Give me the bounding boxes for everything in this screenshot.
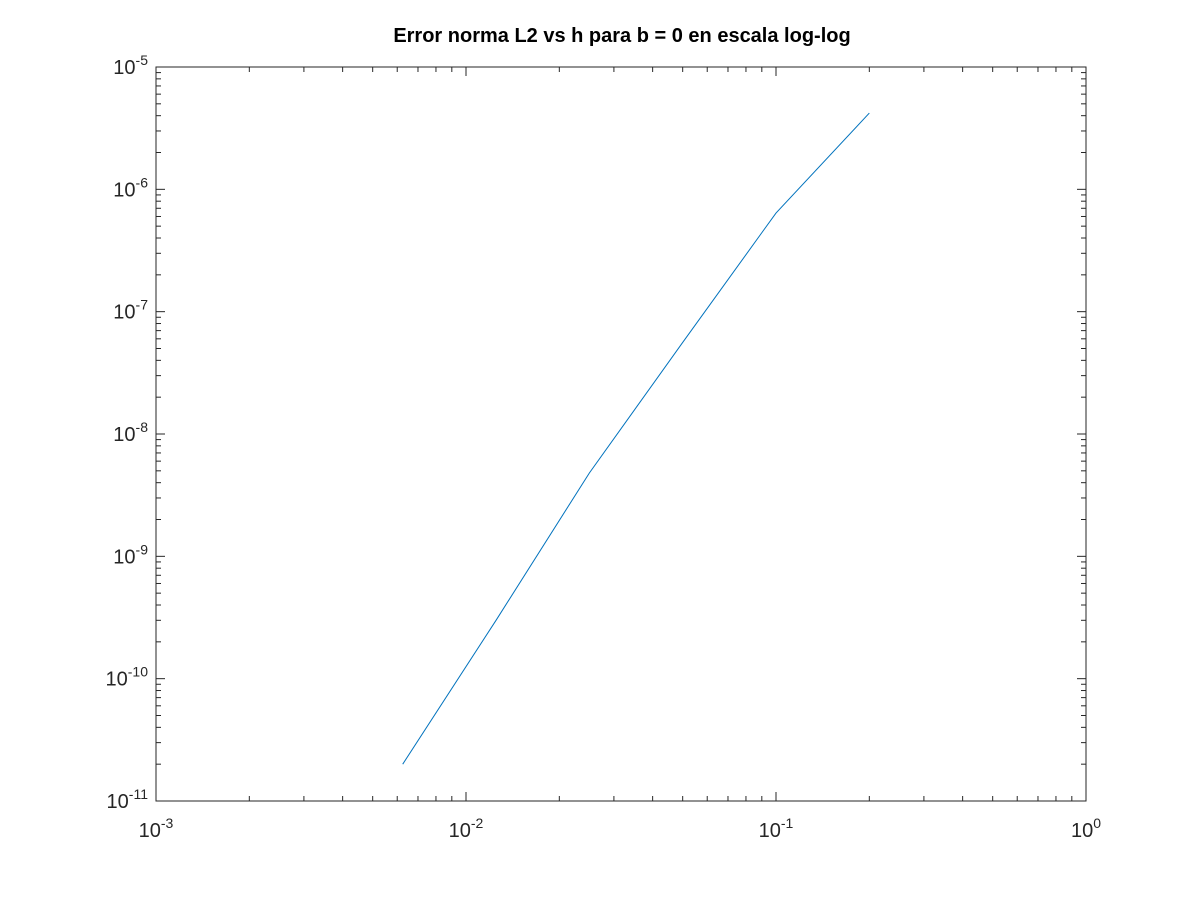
y-tick-label: 10-6 [113,174,148,201]
x-tick-label: 10-3 [139,815,174,842]
plot-area: 10-3 10-2 10-1 100 10-11 10-10 10-9 10-8 10-7 10-… [106,52,1102,842]
y-tick-label: 10-10 [106,664,149,691]
y-tick-label: 10-7 [113,297,148,324]
y-tick-label: 10-5 [113,52,148,79]
axes-box [155,66,1087,802]
x-tick-label: 100 [1071,815,1101,842]
x-tick-label: 10-1 [759,815,794,842]
chart-title: Error norma L2 vs h para b = 0 en escala… [393,25,850,47]
x-tick-label: 10-2 [449,815,484,842]
series-line [402,112,870,765]
y-tick-label: 10-8 [113,419,148,446]
y-tick-label: 10-11 [107,786,149,813]
y-tick-label: 10-9 [113,541,148,568]
